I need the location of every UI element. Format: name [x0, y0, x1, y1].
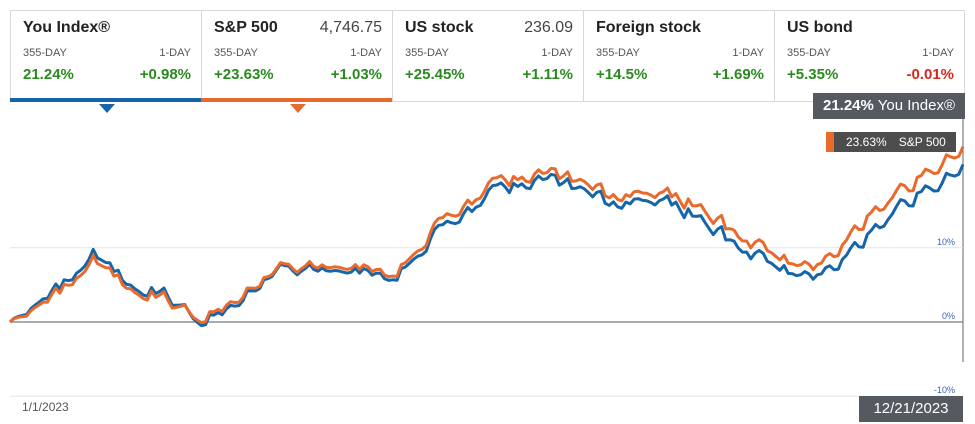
tile-day-label: 1-DAY	[350, 47, 382, 59]
tile-period-label: 355-DAY	[787, 47, 831, 59]
tile-name: Foreign stock	[596, 19, 701, 36]
tile-pointer-icon	[99, 104, 115, 113]
tile-name: You Index®	[23, 19, 111, 36]
tile-period-label: 355-DAY	[596, 47, 640, 59]
series-line-s-p-500	[9, 146, 965, 325]
tile-selected-bar	[201, 98, 392, 102]
tile-day-change: +1.11%	[522, 66, 573, 83]
tile-name: S&P 500	[214, 19, 278, 36]
tile-selected-bar	[10, 98, 201, 102]
you-index-end-label: 21.24% You Index®	[812, 93, 965, 119]
tile-period-change: +5.35%	[787, 66, 839, 83]
sp500-end-name: S&P 500	[898, 135, 946, 149]
series-line-you-index	[8, 163, 965, 328]
y-tick-label: -10%	[934, 385, 955, 395]
tile-day-label: 1-DAY	[732, 47, 764, 59]
y-tick-label: 0%	[942, 311, 955, 321]
tile-day-change: +0.98%	[139, 66, 191, 83]
y-tick-label: 10%	[937, 237, 955, 247]
tile-period-label: 355-DAY	[214, 47, 258, 59]
tile-period-change: +14.5%	[596, 66, 648, 83]
sp500-end-label: 23.63% S&P 500	[826, 132, 956, 152]
x-axis-start-date: 1/1/2023	[22, 400, 69, 414]
tile-day-change: +1.69%	[712, 66, 764, 83]
index-tiles: You Index® 355-DAY 1-DAY 21.24% +0.98% S&P 50…	[10, 10, 965, 113]
tile-day-label: 1-DAY	[922, 47, 954, 59]
x-axis-end-date: 12/21/2023	[859, 396, 963, 422]
tile-us-bond[interactable]: US bond 355-DAY 1-DAY +5.35% -0.01%	[774, 11, 965, 101]
tile-period-change: 21.24%	[23, 66, 74, 83]
tile-you-index[interactable]: You Index® 355-DAY 1-DAY 21.24% +0.98%	[10, 11, 201, 113]
sp500-end-value: 23.63%	[846, 135, 887, 149]
sp500-swatch	[826, 132, 834, 152]
you-index-end-value: 21.24%	[822, 97, 874, 114]
tile-foreign-stock[interactable]: Foreign stock 355-DAY 1-DAY +14.5% +1.69%	[583, 11, 774, 101]
tile-day-change: -0.01%	[906, 66, 954, 83]
tile-period-change: +23.63%	[214, 66, 274, 83]
you-index-end-name: You Index®	[877, 97, 955, 114]
tile-name: US bond	[787, 19, 853, 36]
tile-day-change: +1.03%	[330, 66, 382, 83]
tile-period-change: +25.45%	[405, 66, 465, 83]
tile-price: 236.09	[524, 19, 573, 36]
tile-period-label: 355-DAY	[405, 47, 449, 59]
tile-price: 4,746.75	[319, 19, 382, 36]
tile-us-stock[interactable]: US stock 236.09 355-DAY 1-DAY +25.45% +1.11%	[392, 11, 583, 101]
tile-day-label: 1-DAY	[159, 47, 191, 59]
tile-day-label: 1-DAY	[541, 47, 573, 59]
tile-period-label: 355-DAY	[23, 47, 67, 59]
tile-name: US stock	[405, 19, 474, 36]
tile-pointer-icon	[290, 104, 306, 113]
tile-s-p-500[interactable]: S&P 500 4,746.75 355-DAY 1-DAY +23.63% +1.03%	[201, 11, 392, 113]
